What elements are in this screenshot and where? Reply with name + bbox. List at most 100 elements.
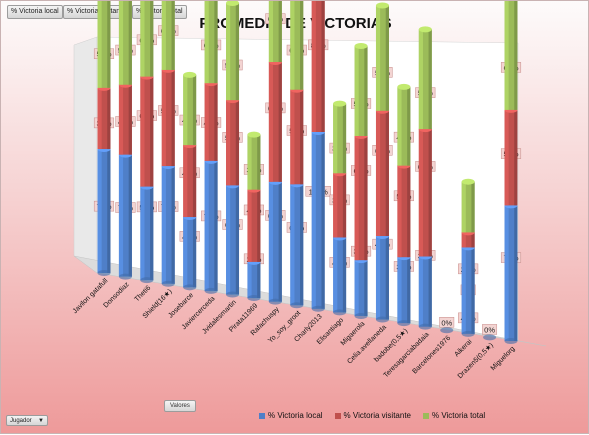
bar-stack bbox=[418, 26, 432, 330]
bar-shadow bbox=[364, 46, 368, 136]
bar-highlight bbox=[97, 1, 102, 88]
bar-highlight bbox=[290, 184, 295, 306]
bar-cap bbox=[247, 131, 261, 138]
bar-highlight bbox=[118, 154, 124, 277]
bar-highlight bbox=[311, 1, 316, 133]
bar-cap bbox=[354, 43, 368, 50]
bar-shadow bbox=[257, 261, 261, 299]
bar-shadow bbox=[128, 84, 132, 155]
bar-shadow bbox=[471, 232, 475, 248]
chevron-down-icon: ▼ bbox=[38, 418, 44, 424]
legend-label-visitante: % Victoria visitante bbox=[343, 411, 411, 420]
bar-highlight bbox=[290, 1, 295, 90]
bar-stack bbox=[333, 100, 347, 316]
bar-shadow bbox=[214, 160, 218, 291]
bar-stack bbox=[247, 131, 261, 302]
bar-shadow bbox=[342, 237, 347, 313]
bar-base bbox=[483, 334, 497, 341]
bar-highlight bbox=[226, 2, 231, 101]
bar-shadow bbox=[385, 236, 389, 320]
bar-shadow bbox=[321, 1, 325, 133]
bar-base bbox=[97, 270, 111, 276]
bar-shadow bbox=[171, 1, 175, 70]
bar-shadow bbox=[107, 149, 111, 273]
bar-highlight bbox=[333, 103, 338, 174]
values-field-button[interactable]: Valores bbox=[164, 400, 196, 412]
filter-button-local[interactable]: % Victoria local bbox=[7, 5, 63, 19]
bar-base bbox=[247, 295, 261, 302]
bar-shadow bbox=[428, 256, 432, 327]
bar-shadow bbox=[407, 165, 411, 258]
bar-highlight bbox=[183, 74, 188, 146]
bar-stack bbox=[204, 1, 218, 294]
bar-cap bbox=[333, 100, 347, 107]
bar-highlight bbox=[375, 5, 381, 111]
bar-base bbox=[461, 330, 475, 337]
bar-stack bbox=[311, 1, 325, 312]
bar-shadow bbox=[107, 1, 111, 88]
bar-stack bbox=[161, 1, 175, 287]
bar-highlight bbox=[226, 100, 231, 186]
bar-highlight bbox=[183, 217, 188, 288]
category-label: Miguelorg bbox=[490, 345, 517, 372]
bar-highlight bbox=[418, 129, 423, 257]
bar-highlight bbox=[268, 181, 274, 302]
bar-highlight bbox=[97, 87, 102, 150]
bar-base bbox=[118, 273, 132, 280]
category-label: Teresagarciabadaia bbox=[383, 331, 431, 379]
bar-shadow bbox=[235, 100, 240, 186]
bar-stack bbox=[397, 83, 411, 327]
bar-highlight bbox=[140, 1, 145, 77]
bar-highlight bbox=[247, 189, 252, 262]
bar-cap bbox=[375, 2, 389, 9]
bar-shadow bbox=[278, 181, 282, 302]
bar-highlight bbox=[375, 110, 381, 237]
bar-stack bbox=[483, 334, 497, 341]
bar-shadow bbox=[278, 1, 282, 63]
bar-highlight bbox=[504, 205, 509, 341]
bar-base bbox=[161, 280, 175, 287]
bar-shadow bbox=[257, 134, 261, 190]
bar-shadow bbox=[192, 74, 197, 146]
bar-shadow bbox=[428, 29, 432, 130]
bar-shadow bbox=[128, 1, 132, 85]
bar-shadow bbox=[150, 76, 154, 187]
bar-shadow bbox=[514, 109, 518, 206]
bar-highlight bbox=[397, 86, 402, 166]
legend-label-local: % Victoria local bbox=[268, 411, 323, 420]
bar-highlight bbox=[247, 134, 252, 190]
bar-cap bbox=[461, 178, 475, 185]
bar-shadow bbox=[171, 69, 175, 167]
bar-base bbox=[204, 287, 218, 294]
bar-highlight bbox=[461, 247, 466, 334]
bar-stack bbox=[140, 1, 154, 284]
bar-base bbox=[375, 316, 389, 323]
bar-shadow bbox=[471, 247, 475, 334]
bar-stack bbox=[375, 2, 389, 323]
bar-shadow bbox=[171, 166, 175, 284]
bar-highlight bbox=[268, 62, 274, 182]
bar-cap bbox=[183, 71, 197, 78]
bar-highlight bbox=[161, 166, 166, 284]
bar-shadow bbox=[342, 173, 347, 238]
bar-shadow bbox=[257, 189, 261, 262]
bar-cap bbox=[397, 83, 411, 90]
bar-shadow bbox=[385, 5, 389, 111]
bar-base bbox=[290, 302, 304, 309]
row-field-dropdown[interactable]: Jugador ▼ bbox=[6, 415, 48, 426]
data-label: 0% bbox=[484, 325, 495, 334]
bar-stack bbox=[461, 178, 475, 337]
legend-swatch-total bbox=[422, 412, 429, 419]
bar-highlight bbox=[226, 185, 231, 295]
bar-stack bbox=[290, 1, 304, 309]
bar-shadow bbox=[364, 136, 368, 261]
legend-item-visitante: % Victoria visitante bbox=[334, 411, 411, 420]
legend-item-local: % Victoria local bbox=[259, 411, 323, 420]
side-wall bbox=[73, 36, 98, 274]
bar-shadow bbox=[514, 1, 518, 110]
bar-highlight bbox=[354, 136, 359, 261]
bar-base bbox=[268, 298, 282, 305]
bar-stack bbox=[268, 1, 282, 305]
bar-shadow bbox=[192, 145, 197, 218]
